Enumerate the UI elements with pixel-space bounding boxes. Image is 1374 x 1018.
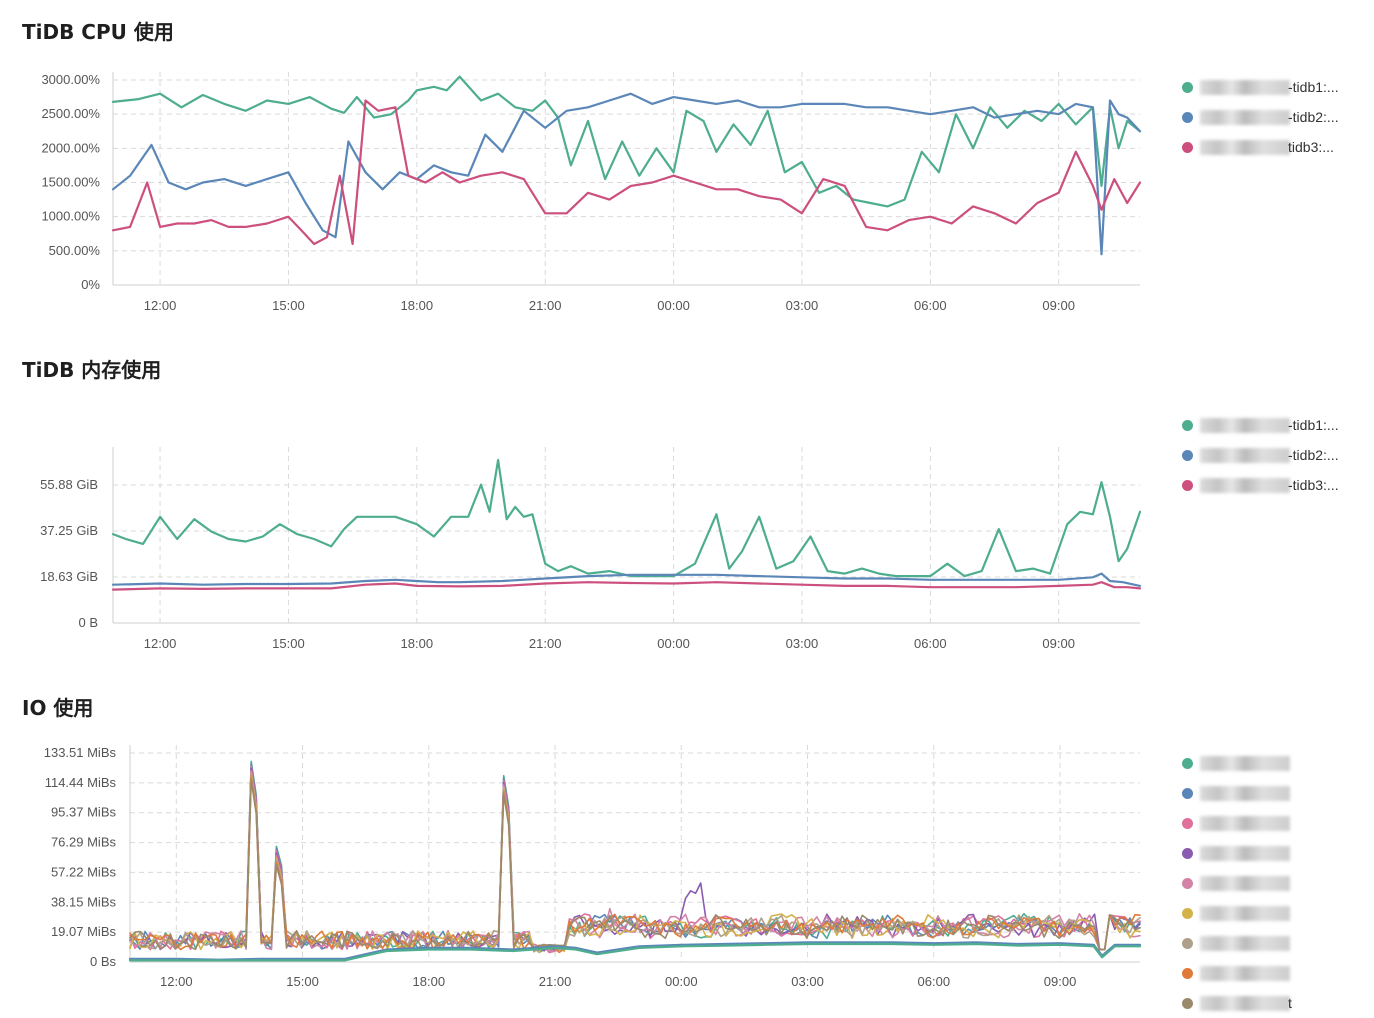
y-tick-label: 19.07 MiBs — [51, 924, 117, 939]
x-tick-label: 12:00 — [144, 298, 177, 313]
legend-dot-icon — [1182, 450, 1193, 461]
x-tick-label: 18:00 — [413, 974, 446, 989]
x-tick-label: 06:00 — [914, 298, 947, 313]
x-tick-label: 15:00 — [272, 636, 305, 651]
legend-dot-icon — [1182, 758, 1193, 769]
legend-redacted-name — [1200, 110, 1290, 125]
legend-dot-icon — [1182, 938, 1193, 949]
y-tick-label: 1500.00% — [41, 175, 100, 190]
io-panel: IO 使用 0 Bs 19.07 MiBs 38.15 MiBs 57.22 MiBs… — [0, 676, 1374, 1011]
legend-dot-icon — [1182, 818, 1193, 829]
x-tick-label: 09:00 — [1042, 636, 1075, 651]
series-line-low-2[interactable] — [128, 942, 1142, 962]
y-tick-label: 3000.00% — [41, 72, 100, 87]
legend-dot-icon — [1182, 142, 1193, 153]
y-tick-label: 76.29 MiBs — [51, 835, 117, 850]
x-tick-label: 15:00 — [272, 298, 305, 313]
legend-dot-icon — [1182, 788, 1193, 799]
legend-redacted-name — [1200, 876, 1290, 891]
legend-label: -tidb1:... — [1288, 417, 1339, 433]
x-tick-label: 09:00 — [1042, 298, 1075, 313]
legend-dot-icon — [1182, 82, 1193, 93]
x-tick-label: 03:00 — [786, 298, 819, 313]
y-tick-label: 0 B — [78, 615, 98, 630]
x-tick-label: 00:00 — [657, 298, 690, 313]
legend-redacted-name — [1200, 846, 1290, 861]
legend-redacted-name — [1200, 418, 1290, 433]
y-tick-label: 0 Bs — [90, 954, 117, 969]
legend-redacted-name — [1200, 80, 1290, 95]
x-tick-label: 00:00 — [665, 974, 698, 989]
legend-dot-icon — [1182, 848, 1193, 859]
series-line-tidb1[interactable] — [111, 75, 1142, 208]
legend-label: -tidb2:... — [1288, 109, 1339, 125]
series-line-io-7[interactable] — [129, 777, 1141, 954]
y-tick-label: 0% — [81, 277, 100, 292]
legend-label: -tidb3:... — [1288, 477, 1339, 493]
y-tick-label: 18.63 GiB — [40, 569, 98, 584]
cpu-panel-title: TiDB CPU 使用 — [22, 20, 174, 44]
y-tick-label: 55.88 GiB — [40, 477, 98, 492]
legend-dot-icon — [1182, 112, 1193, 123]
legend-dot-icon — [1182, 968, 1193, 979]
memory-panel: TiDB 内存使用 0 B 18.63 GiB 37.25 GiB 55.88 GiB… — [0, 338, 1374, 668]
legend-redacted-name — [1200, 816, 1290, 831]
x-tick-label: 06:00 — [914, 636, 947, 651]
y-tick-label: 2500.00% — [41, 106, 100, 121]
x-tick-label: 12:00 — [160, 974, 193, 989]
series-line-io-8[interactable] — [129, 779, 1141, 951]
legend-redacted-name — [1200, 906, 1290, 921]
x-tick-label: 21:00 — [539, 974, 572, 989]
legend-label: t — [1288, 995, 1292, 1011]
series-line-io-2[interactable] — [129, 765, 1141, 954]
legend-redacted-name — [1200, 786, 1290, 801]
legend-dot-icon — [1182, 480, 1193, 491]
x-tick-label: 03:00 — [786, 636, 819, 651]
y-tick-label: 1000.00% — [41, 209, 100, 224]
series-line-tidb3[interactable] — [111, 581, 1142, 591]
y-tick-label: 38.15 MiBs — [51, 894, 117, 909]
series-line-tidb3[interactable] — [111, 99, 1142, 246]
x-tick-label: 21:00 — [529, 636, 562, 651]
legend-redacted-name — [1200, 966, 1290, 981]
legend-redacted-name — [1200, 478, 1290, 493]
legend-label: -tidb1:... — [1288, 79, 1339, 95]
legend-redacted-name — [1200, 140, 1290, 155]
series-line-tidb1[interactable] — [111, 458, 1142, 578]
y-tick-label: 2000.00% — [41, 140, 100, 155]
x-tick-label: 00:00 — [657, 636, 690, 651]
x-tick-label: 18:00 — [401, 298, 434, 313]
y-tick-label: 500.00% — [49, 243, 101, 258]
x-tick-label: 15:00 — [286, 974, 319, 989]
cpu-panel: TiDB CPU 使用 0% 500.00% 1000.00% 1500.00% 200… — [0, 0, 1374, 330]
legend-redacted-name — [1200, 936, 1290, 951]
x-tick-label: 12:00 — [144, 636, 177, 651]
legend-dot-icon — [1182, 420, 1193, 431]
x-tick-label: 09:00 — [1044, 974, 1077, 989]
legend-label: tidb3:... — [1288, 139, 1334, 155]
legend-dot-icon — [1182, 908, 1193, 919]
legend-redacted-name — [1200, 756, 1290, 771]
legend-redacted-name — [1200, 448, 1290, 463]
series-line-tidb2[interactable] — [111, 572, 1142, 587]
legend-redacted-name — [1200, 996, 1290, 1011]
x-tick-label: 03:00 — [791, 974, 824, 989]
series-line-tidb2[interactable] — [111, 92, 1142, 256]
y-tick-label: 57.22 MiBs — [51, 864, 117, 879]
memory-panel-title: TiDB 内存使用 — [22, 358, 162, 382]
legend-dot-icon — [1182, 878, 1193, 889]
io-chart[interactable]: 0 Bs 19.07 MiBs 38.15 MiBs 57.22 MiBs 76.29 … — [0, 676, 1374, 1000]
series-line-low-1[interactable] — [128, 941, 1142, 961]
x-tick-label: 06:00 — [918, 974, 951, 989]
y-tick-label: 114.44 MiBs — [45, 775, 117, 790]
y-tick-label: 133.51 MiBs — [44, 745, 117, 760]
legend-label: -tidb2:... — [1288, 447, 1339, 463]
io-panel-title: IO 使用 — [22, 696, 94, 720]
y-tick-label: 95.37 MiBs — [51, 805, 117, 820]
y-tick-label: 37.25 GiB — [40, 523, 98, 538]
memory-chart[interactable]: 0 B 18.63 GiB 37.25 GiB 55.88 GiB 12:00 15:00… — [0, 338, 1374, 668]
cpu-chart[interactable]: 0% 500.00% 1000.00% 1500.00% 2000.00% 2500.00… — [0, 0, 1374, 330]
x-tick-label: 21:00 — [529, 298, 562, 313]
x-tick-label: 18:00 — [401, 636, 434, 651]
